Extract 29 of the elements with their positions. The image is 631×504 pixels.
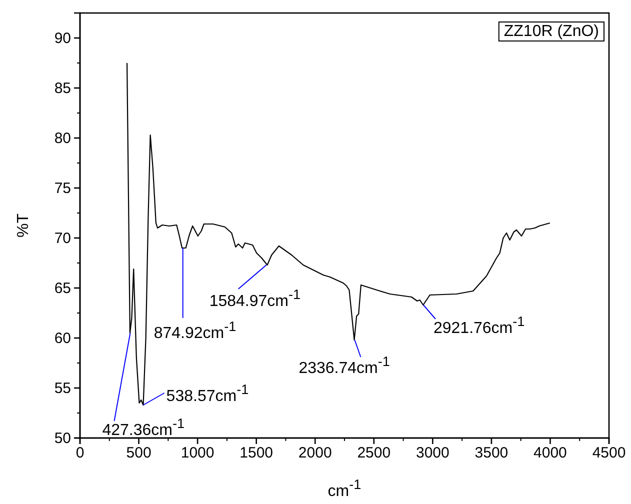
- y-tick-label: 85: [54, 80, 71, 97]
- annotation: 874.92cm$^{-1}$: [154, 318, 236, 342]
- line-series: [126, 62, 550, 406]
- annotation: 1584.97cm$^{-1}$: [209, 286, 301, 310]
- y-tick-label: 55: [54, 380, 71, 397]
- y-tick-label: 75: [54, 180, 71, 197]
- x-tick-label: 1000: [180, 444, 214, 462]
- x-tick-label: 4000: [534, 444, 567, 462]
- x-tick-label: 2500: [357, 444, 391, 462]
- annotation: 538.57cm$^{-1}$: [166, 382, 249, 405]
- x-tick-label: 0: [76, 444, 84, 462]
- annotation: 2921.76cm$^{-1}$: [433, 314, 525, 337]
- x-tick-label: 1500: [240, 444, 274, 462]
- y-tick-label: 80: [54, 130, 71, 147]
- x-tick-label: 3000: [416, 444, 450, 462]
- x-tick-label: 3500: [474, 444, 508, 462]
- y-tick-label: 90: [54, 30, 71, 47]
- y-tick-label: 65: [54, 280, 71, 297]
- y-axis-title: %T: [15, 213, 32, 238]
- annotation: ZZ10R (ZnO): [504, 23, 599, 40]
- annotation: 427.36cm$^{-1}$: [102, 416, 185, 439]
- x-tick-label: 500: [126, 444, 152, 462]
- x-axis-title: cm$^{-1}$: [328, 476, 362, 500]
- annotation: 2336.74cm$^{-1}$: [298, 354, 390, 377]
- x-tick-label: 2000: [298, 444, 332, 462]
- x-tick-label: 4500: [592, 444, 626, 462]
- y-tick-label: 60: [54, 330, 71, 347]
- y-tick-label: 50: [54, 430, 71, 447]
- y-tick-label: 70: [54, 230, 71, 247]
